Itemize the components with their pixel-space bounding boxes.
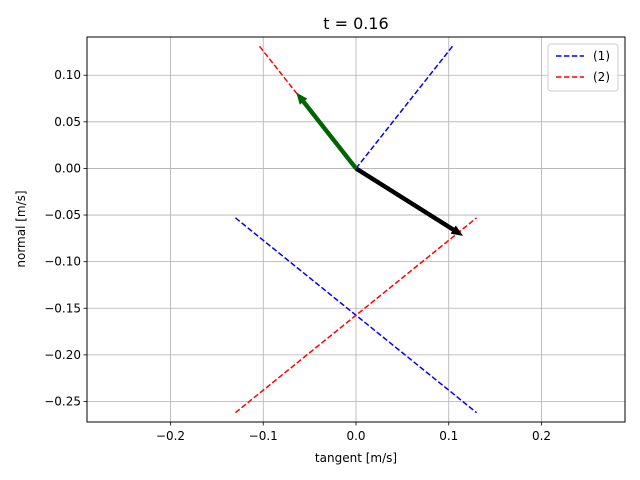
- velocity-vectors: [296, 92, 464, 236]
- y-tick-label: −0.05: [44, 208, 81, 222]
- legend-label-series-1: (1): [593, 49, 610, 63]
- grid: [87, 37, 625, 422]
- x-tick-label: 0.2: [532, 429, 551, 443]
- series-1-line: [355, 45, 454, 169]
- x-tick-label: −0.2: [156, 429, 185, 443]
- vector-arrow-2: [296, 92, 358, 171]
- y-tick-label: 0.00: [54, 161, 81, 175]
- y-tick-label: −0.25: [44, 394, 81, 408]
- y-axis-ticks: 0.10 0.05 0.00 −0.05 −0.10 −0.15 −0.20 −0.25: [44, 68, 87, 408]
- y-tick-label: −0.15: [44, 301, 81, 315]
- vector-arrow-1: [354, 166, 464, 236]
- x-tick-label: 0.0: [346, 429, 365, 443]
- y-tick-label: −0.10: [44, 255, 81, 269]
- y-axis-label: normal [m/s]: [14, 190, 28, 267]
- x-axis-ticks: −0.2 −0.1 0.0 0.1 0.2: [156, 422, 551, 443]
- x-tick-label: 0.1: [439, 429, 458, 443]
- x-axis-label: tangent [m/s]: [315, 451, 397, 465]
- x-tick-label: −0.1: [249, 429, 278, 443]
- series-2-line: [234, 217, 478, 414]
- legend: (1) (2): [547, 43, 619, 92]
- chart-title: t = 0.16: [323, 14, 388, 33]
- y-tick-label: 0.10: [54, 68, 81, 82]
- y-tick-label: −0.20: [44, 348, 81, 362]
- legend-label-series-2: (2): [593, 70, 610, 84]
- y-tick-label: 0.05: [54, 115, 81, 129]
